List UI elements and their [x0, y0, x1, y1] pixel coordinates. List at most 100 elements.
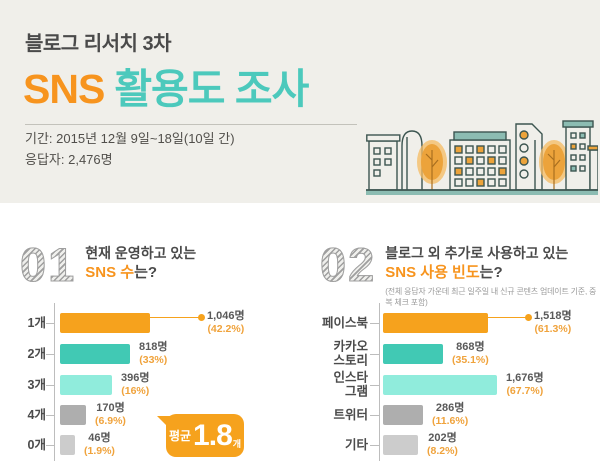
- category-label: 인스타 그램: [333, 370, 368, 399]
- chart-row: 카카오 스토리 868명 (35.1%): [318, 340, 600, 368]
- category-label: 1개: [27, 315, 46, 330]
- percent-label: (35.1%): [452, 354, 489, 367]
- chart-row: 4개 170명 (6.9%): [0, 402, 300, 428]
- section-2-heading-line1: 블로그 외 추가로 사용하고 있는: [385, 245, 569, 261]
- leader-line: [488, 314, 532, 321]
- page-title: SNS 활용도 조사: [23, 55, 309, 115]
- average-badge-prefix: 평균: [168, 429, 192, 443]
- chart-row: 트위터 286명 (11.6%): [318, 402, 600, 428]
- bar: [383, 405, 423, 425]
- section-1-number: 01: [19, 238, 77, 291]
- section-2-heading-highlight: SNS 사용 빈도: [385, 263, 480, 281]
- axis-tick: [46, 323, 54, 324]
- section-1-header: 01 현재 운영하고 있는 SNS 수는?: [19, 238, 196, 291]
- leader-line: [150, 314, 205, 321]
- bar: [60, 344, 130, 364]
- bar: [60, 375, 112, 395]
- average-badge-unit: 개: [232, 439, 242, 449]
- value-label: 202명: [428, 432, 457, 444]
- value-label-group: 46명 (1.9%): [84, 432, 115, 458]
- axis-tick: [46, 385, 54, 386]
- section-2-header: 02 블로그 외 추가로 사용하고 있는 SNS 사용 빈도는? (전체 응답자…: [319, 238, 600, 308]
- value-label: 170명: [96, 402, 125, 414]
- value-label: 396명: [121, 372, 150, 384]
- value-label-group: 1,046명 (42.2%): [207, 310, 245, 336]
- value-label: 1,676명: [506, 372, 544, 384]
- value-label: 868명: [456, 341, 485, 353]
- section-2-heading-suffix: 는?: [479, 263, 503, 281]
- chart-row: 3개 396명 (16%): [0, 372, 300, 398]
- section-2-heading-line2: SNS 사용 빈도는?: [385, 263, 600, 283]
- hero-band: 블로그 리서치 3차 SNS 활용도 조사 기간: 2015년 12월 9일~18…: [0, 0, 600, 203]
- section-1-heading: 현재 운영하고 있는 SNS 수는?: [85, 240, 196, 282]
- section-1-heading-suffix: 는?: [134, 263, 158, 281]
- category-label: 0개: [27, 437, 46, 452]
- value-label-group: 1,518명 (61.3%): [534, 310, 572, 336]
- value-label-group: 818명 (33%): [139, 341, 167, 367]
- sns-count-chart: 1개 1,046명 (42.2%) 2개 818명 (33%) 3개 396명 (16%) 4개 1…: [0, 303, 300, 461]
- category-label: 2개: [27, 346, 46, 361]
- axis-tick: [370, 323, 379, 324]
- average-badge-value: 1.8: [193, 418, 233, 452]
- value-label-group: 202명 (8.2%): [427, 432, 458, 458]
- value-label-group: 286명 (11.6%): [432, 402, 468, 428]
- category-label: 3개: [27, 377, 46, 392]
- eyebrow-title: 블로그 리서치 3차: [25, 33, 172, 55]
- section-1-heading-line2: SNS 수는?: [85, 263, 196, 283]
- section-1-heading-line1: 현재 운영하고 있는: [85, 245, 197, 261]
- category-label: 페이스북: [321, 315, 368, 330]
- survey-period: 기간: 2015년 12월 9일~18일(10일 간): [25, 131, 235, 146]
- chart-row: 기타 202명 (8.2%): [318, 432, 600, 458]
- axis-tick: [46, 415, 54, 416]
- bar: [60, 405, 86, 425]
- title-highlight: SNS: [23, 66, 105, 112]
- value-label: 46명: [88, 432, 111, 444]
- category-label: 기타: [344, 437, 368, 452]
- category-label: 트위터: [333, 407, 368, 422]
- value-label-group: 868명 (35.1%): [452, 341, 489, 367]
- bar: [383, 344, 443, 364]
- axis-tick: [370, 445, 379, 446]
- bar: [383, 313, 488, 333]
- callout-dot: [525, 314, 532, 321]
- axis-tick: [46, 354, 54, 355]
- title-rest: 활용도 조사: [114, 66, 309, 112]
- divider-line: [25, 124, 357, 125]
- value-label-group: 1,676명 (67.7%): [506, 372, 544, 398]
- bar: [60, 435, 75, 455]
- section-1-heading-highlight: SNS 수: [85, 263, 135, 281]
- percent-label: (16%): [121, 385, 150, 398]
- axis-tick: [370, 415, 379, 416]
- section-2-note: (전체 응답자 가운데 최근 일주일 내 신규 콘텐츠 업데이트 기준, 중복 …: [385, 287, 597, 307]
- callout-dot: [198, 314, 205, 321]
- percent-label: (6.9%): [95, 415, 126, 428]
- bar: [383, 435, 418, 455]
- value-label: 818명: [139, 341, 168, 353]
- chart-axis: [379, 303, 380, 461]
- percent-label: (1.9%): [84, 445, 115, 458]
- survey-meta: 기간: 2015년 12월 9일~18일(10일 간) 응답자: 2,476명: [25, 129, 235, 171]
- bar: [60, 313, 150, 333]
- axis-tick: [370, 385, 379, 386]
- percent-label: (61.3%): [534, 323, 572, 336]
- average-badge: 평균 1.8 개: [157, 414, 244, 457]
- chart-row: 0개 46명 (1.9%): [0, 432, 300, 458]
- category-label: 카카오 스토리: [333, 339, 368, 368]
- section-2-number: 02: [319, 238, 377, 291]
- percent-label: (8.2%): [427, 445, 458, 458]
- percent-label: (67.7%): [506, 385, 544, 398]
- section-2-heading: 블로그 외 추가로 사용하고 있는 SNS 사용 빈도는? (전체 응답자 가운…: [385, 240, 600, 308]
- value-label: 286명: [435, 402, 465, 414]
- percent-label: (11.6%): [432, 415, 469, 428]
- percent-label: (33%): [139, 354, 168, 367]
- city-illustration: [366, 120, 598, 195]
- chart-row: 2개 818명 (33%): [0, 341, 300, 367]
- axis-tick: [370, 354, 379, 355]
- chart-axis: [54, 303, 55, 461]
- survey-respondents: 응답자: 2,476명: [25, 151, 113, 167]
- axis-tick: [46, 445, 54, 446]
- value-label-group: 170명 (6.9%): [95, 402, 126, 428]
- chart-row: 인스타 그램 1,676명 (67.7%): [318, 371, 600, 399]
- percent-label: (42.2%): [207, 323, 245, 336]
- value-label: 1,518명: [534, 310, 572, 322]
